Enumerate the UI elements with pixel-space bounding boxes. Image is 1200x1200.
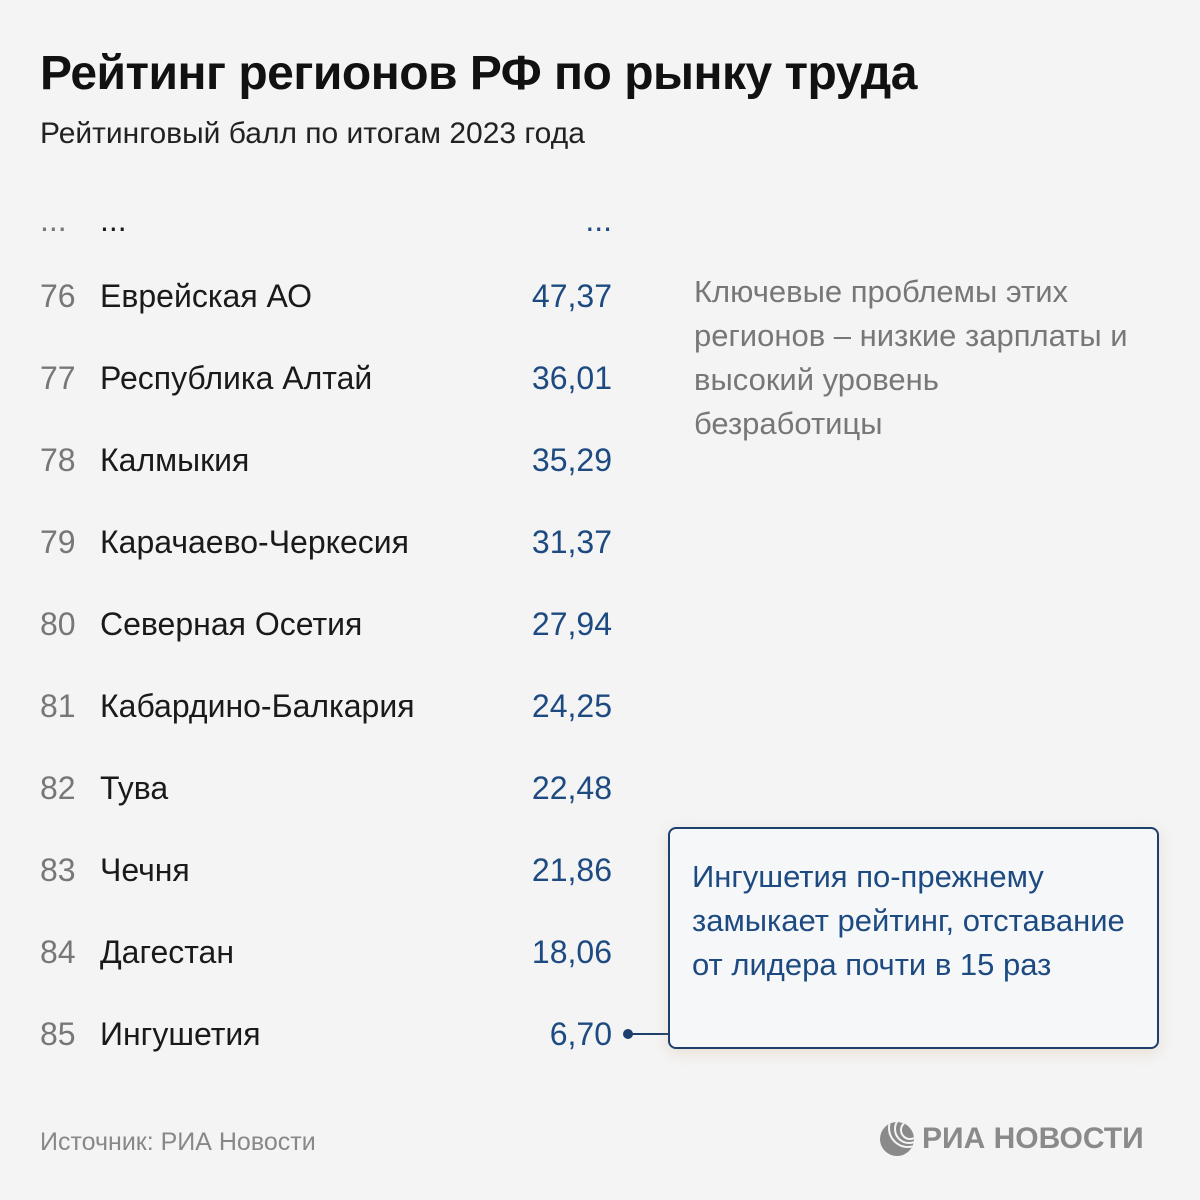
- page-title: Рейтинг регионов РФ по рынку труда: [40, 47, 917, 100]
- region-name: Чечня: [100, 852, 190, 888]
- rank: 78: [40, 442, 76, 478]
- ria-logo: РИА НОВОСТИ: [880, 1122, 1144, 1156]
- rank: 76: [40, 278, 76, 314]
- rank: 85: [40, 1016, 76, 1052]
- rank: 84: [40, 934, 76, 970]
- table-row: 79 Карачаево-Черкесия 31,37: [40, 517, 612, 567]
- logo-text: РИА НОВОСТИ: [922, 1122, 1144, 1155]
- rank: ...: [40, 202, 67, 238]
- table-row: 81 Кабардино-Балкария 24,25: [40, 681, 612, 731]
- region-name: ...: [100, 202, 127, 238]
- score: 6,70: [549, 1016, 612, 1052]
- callout-box: Ингушетия по-прежнему замыкает рейтинг, …: [668, 827, 1159, 1049]
- region-name: Республика Алтай: [100, 360, 373, 396]
- score: 35,29: [531, 442, 612, 478]
- rank: 82: [40, 770, 76, 806]
- region-name: Кабардино-Балкария: [100, 688, 415, 724]
- region-name: Дагестан: [100, 934, 234, 970]
- rank: 80: [40, 606, 76, 642]
- score: 22,48: [531, 770, 612, 806]
- rank: 81: [40, 688, 76, 724]
- rank: 77: [40, 360, 76, 396]
- score: 21,86: [531, 852, 612, 888]
- region-name: Тува: [100, 770, 169, 806]
- globe-icon: [880, 1122, 914, 1156]
- rank: 83: [40, 852, 76, 888]
- score: 31,37: [531, 524, 612, 560]
- table-row: 85 Ингушетия 6,70: [40, 1009, 612, 1059]
- table-row: 82 Тува 22,48: [40, 763, 612, 813]
- region-name: Северная Осетия: [100, 606, 363, 642]
- score: ...: [585, 202, 612, 238]
- ellipsis-row: ... ... ...: [40, 195, 612, 245]
- annotation-note: Ключевые проблемы этих регионов – низкие…: [694, 274, 1128, 441]
- score: 36,01: [531, 360, 612, 396]
- region-name: Карачаево-Черкесия: [100, 524, 409, 560]
- rank: 79: [40, 524, 76, 560]
- table-row: 76 Еврейская АО 47,37: [40, 271, 612, 321]
- table-row: 80 Северная Осетия 27,94: [40, 599, 612, 649]
- score: 27,94: [531, 606, 612, 642]
- table-row: 83 Чечня 21,86: [40, 845, 612, 895]
- callout-connector: [628, 1033, 669, 1035]
- score: 24,25: [531, 688, 612, 724]
- region-name: Калмыкия: [100, 442, 250, 478]
- table-row: 77 Республика Алтай 36,01: [40, 353, 612, 403]
- score: 18,06: [531, 934, 612, 970]
- region-name: Еврейская АО: [100, 278, 313, 314]
- source-text: Источник: РИА Новости: [40, 1128, 316, 1156]
- score: 47,37: [531, 278, 612, 314]
- region-name: Ингушетия: [100, 1016, 261, 1052]
- table-row: 78 Калмыкия 35,29: [40, 435, 612, 485]
- page-subtitle: Рейтинговый балл по итогам 2023 года: [40, 117, 585, 150]
- table-row: 84 Дагестан 18,06: [40, 927, 612, 977]
